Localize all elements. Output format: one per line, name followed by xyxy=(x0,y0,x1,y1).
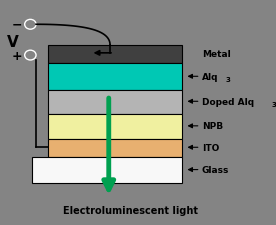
FancyBboxPatch shape xyxy=(48,139,182,157)
Text: Alq: Alq xyxy=(202,72,218,81)
Text: V: V xyxy=(7,35,18,50)
Text: Glass: Glass xyxy=(202,165,229,174)
Text: 3: 3 xyxy=(272,102,276,108)
Text: NPB: NPB xyxy=(202,122,223,131)
Text: Metal: Metal xyxy=(202,50,231,59)
FancyBboxPatch shape xyxy=(48,46,182,64)
Text: +: + xyxy=(12,49,23,62)
FancyBboxPatch shape xyxy=(48,64,182,90)
FancyBboxPatch shape xyxy=(48,90,182,115)
FancyBboxPatch shape xyxy=(48,115,182,139)
Text: 3: 3 xyxy=(225,77,230,83)
Text: −: − xyxy=(12,19,23,32)
Text: ITO: ITO xyxy=(202,143,219,152)
Text: Electroluminescent light: Electroluminescent light xyxy=(63,205,198,215)
Text: Doped Alq: Doped Alq xyxy=(202,97,254,106)
FancyBboxPatch shape xyxy=(33,157,182,184)
